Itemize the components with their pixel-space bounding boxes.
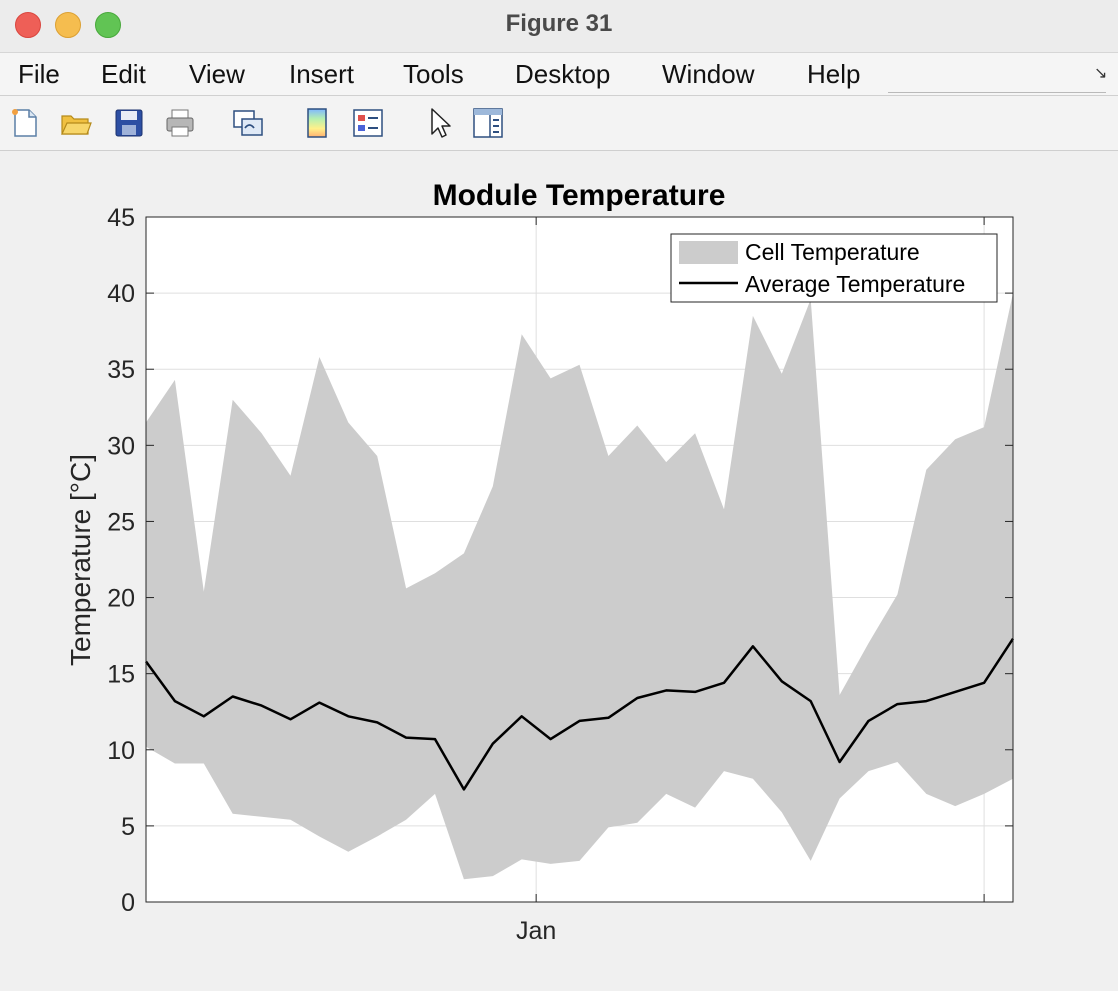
y-tick-labels: 0 5 10 15 20 25 30 35 40 45 — [107, 204, 135, 917]
colorbar-icon[interactable] — [300, 106, 334, 140]
menu-divider — [888, 92, 1106, 93]
ticks — [146, 216, 1013, 903]
pointer-icon[interactable] — [423, 106, 457, 140]
cell-temperature-band — [146, 293, 1013, 880]
y-tick-label: 25 — [107, 508, 135, 536]
dock-arrow-icon[interactable]: ↘ — [1094, 65, 1108, 82]
legend-icon[interactable] — [351, 106, 385, 140]
x-tick-label: Jan — [516, 917, 556, 945]
y-tick-label: 30 — [107, 432, 135, 460]
menu-edit[interactable]: Edit — [101, 59, 146, 89]
x-tick-labels: Jan — [516, 917, 556, 945]
legend-label-cell-temperature: Cell Temperature — [745, 239, 920, 265]
y-tick-label: 5 — [121, 813, 135, 841]
chart-title: Module Temperature — [433, 179, 726, 212]
y-tick-label: 20 — [107, 585, 135, 613]
average-temperature-line — [144, 638, 1015, 791]
menu-tools[interactable]: Tools — [403, 59, 464, 89]
y-tick-label: 10 — [107, 737, 135, 765]
legend[interactable]: Cell Temperature Average Temperature — [670, 233, 998, 303]
open-file-icon[interactable] — [59, 106, 93, 140]
y-tick-label: 45 — [107, 204, 135, 232]
window-title: Figure 31 — [505, 10, 613, 37]
menu-insert[interactable]: Insert — [289, 59, 355, 89]
menu-bar: File Edit View Insert Tools Desktop Wind… — [0, 53, 1118, 96]
average-temperature-series — [144, 638, 1015, 791]
cell-temperature-area — [146, 293, 1013, 880]
print-icon[interactable] — [163, 106, 197, 140]
menu-desktop[interactable]: Desktop — [515, 59, 611, 89]
legend-label-average-temperature: Average Temperature — [745, 271, 965, 297]
y-axis-label: Temperature [°C] — [65, 454, 96, 666]
new-figure-icon[interactable] — [8, 106, 42, 140]
figure-canvas: 0 5 10 15 20 25 30 35 40 45 Jan Module Temperatur… — [0, 151, 1118, 991]
menu-help[interactable]: Help — [807, 59, 861, 89]
close-button[interactable] — [15, 12, 41, 38]
y-tick-label: 15 — [107, 661, 135, 689]
axes-frame — [145, 216, 1014, 903]
y-tick-label: 0 — [121, 889, 135, 917]
maximize-button[interactable] — [95, 12, 121, 38]
save-icon[interactable] — [112, 106, 146, 140]
legend-swatch-cell-temperature — [679, 241, 738, 264]
menu-view[interactable]: View — [189, 59, 245, 89]
menu-file[interactable]: File — [18, 59, 60, 89]
link-plot-icon[interactable] — [231, 106, 265, 140]
minimize-button[interactable] — [55, 12, 81, 38]
y-tick-label: 35 — [107, 356, 135, 384]
toolbar — [0, 96, 1118, 151]
menu-window[interactable]: Window — [662, 59, 755, 89]
title-bar: Figure 31 — [0, 0, 1118, 53]
chart: 0 5 10 15 20 25 30 35 40 45 Jan Module Temperatur… — [65, 179, 1015, 945]
y-tick-label: 40 — [107, 280, 135, 308]
property-inspector-icon[interactable] — [471, 106, 505, 140]
